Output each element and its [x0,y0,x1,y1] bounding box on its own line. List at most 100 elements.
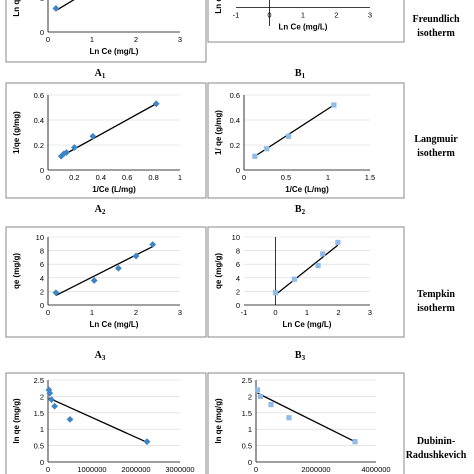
y-axis-title: 1/ qe (g/mg) [214,110,223,155]
isotherm-label-tempkin-line2: isotherm [417,303,455,314]
y-tick-label: 2 [40,287,44,296]
y-tick-label: 1 [40,0,44,2]
y-tick-label: 4 [40,274,44,283]
y-tick-label: 0.4 [230,116,240,125]
data-point [89,132,97,140]
y-tick-label: 2 [248,392,252,401]
y-axis-title: Ln qe [12,0,21,17]
data-point [71,144,78,151]
y-tick-label: 0.4 [34,116,44,125]
y-tick-label: 0 [40,166,44,175]
chart-panel-A4: 0 0.5 1 1.5 2 2.5 0 1000000 2000000 3000000 ln qe … [5,372,207,474]
x-tick-label: 1 [301,11,305,20]
data-point [252,153,258,159]
x-axis-title: 1/Ce (L/mg) [285,185,329,194]
y-axis-title: ln qe (mg/g) [12,398,21,444]
y-tick-label: 2.5 [34,376,44,385]
chart-panel-A1: 0 1 0 1 2 3 Ln qe Ln Ce (mg/L) [5,0,207,63]
isotherm-label-freundlich-line1: Freundlich [412,14,459,25]
y-tick-label: 2 [236,287,240,296]
x-tick-label: -1 [241,308,248,317]
chart-panel-A2: 0 0.2 0.4 0.6 0 0.2 0.4 0.6 0.8 1 1/qe (g/mg) 1/Ce … [5,82,207,199]
data-point [115,264,122,272]
panel-label-subscript: 3 [102,354,106,362]
x-axis-title: Ln Ce (mg/L) [279,23,328,32]
y-tick-label: 0.6 [230,91,240,100]
y-axis-title: qe (mg/g) [12,253,21,289]
x-tick-label: 3000000 [165,465,194,474]
data-point [52,289,60,297]
y-tick-label: 1.5 [34,409,44,418]
x-tick-label: 1.5 [365,173,375,182]
x-tick-label: 2000000 [121,465,150,474]
x-tick-label: 2 [336,308,340,317]
y-tick-label: 6 [40,260,44,269]
x-tick-label: 1000000 [77,465,106,474]
data-point [52,5,60,12]
data-point [149,241,157,248]
data-point [66,415,74,423]
data-point [352,439,358,445]
data-point [48,396,55,404]
data-point [90,277,98,284]
x-tick-label: 1 [90,35,94,44]
panel-frame [207,226,405,338]
y-tick-label: 1.5 [242,409,252,418]
y-tick-label: 6 [236,260,240,269]
isotherm-label-dr-line2: Radushkevich [406,450,467,461]
x-tick-label: 0 [242,173,246,182]
x-axis-title: Ln Ce (mg/L) [90,320,139,329]
x-tick-label: 0.5 [281,173,291,182]
y-tick-label: 0 [236,301,240,310]
x-tick-label: 1 [305,308,309,317]
y-axis-title: 1/qe (g/mg) [12,111,21,154]
y-tick-label: 0.2 [230,141,240,150]
x-tick-label: 2 [134,35,138,44]
panel-label-subscript: 2 [302,208,306,216]
data-point [315,262,321,269]
chart-panel-A3: 0 2 4 6 8 10 0 1 2 3 qe (mg/g) Ln Ce (mg/L) [5,226,207,338]
x-tick-label: 0.2 [69,173,79,182]
y-tick-label: 8 [236,247,240,256]
panel-frame [5,226,207,338]
x-axis-title: 1/Ce (L/mg) [92,185,136,194]
data-point [63,149,70,156]
data-point [132,252,140,260]
y-axis-title: ln qe (mg/g) [214,398,223,444]
y-tick-label: 10 [232,233,240,242]
x-tick-label: 1 [90,308,94,317]
y-axis-title: qe (mg/g) [214,253,223,289]
data-point [254,387,261,393]
panel-frame [207,82,405,199]
panel-label-B3: B3 [295,350,306,362]
data-point [268,402,274,408]
trendline [275,244,339,296]
x-tick-label: 2 [334,11,338,20]
y-tick-label: 0 [40,301,44,310]
y-tick-label: 0 [40,28,44,37]
data-point [143,438,151,446]
chart-panel-B2: 0 0.2 0.4 0.6 0 0.5 1 1.5 1/ qe (g/mg) 1/Ce (L/mg… [207,82,405,199]
data-point [285,133,292,139]
y-axis-title: Ln qe [214,0,223,14]
data-point [320,251,326,257]
panel-frame [207,372,405,474]
y-tick-label: 4 [236,274,240,283]
panel-label-B1: B1 [295,68,306,80]
isotherm-label-langmuir-line2: isotherm [417,148,455,159]
data-point [331,102,337,108]
x-tick-label: 0 [46,173,50,182]
x-tick-label: 3 [368,11,372,20]
panel-label-subscript: 1 [302,72,306,80]
x-axis-title: Ln Ce (mg/L) [90,47,139,56]
isotherm-label-langmuir-line1: Langmuir [414,134,458,145]
isotherm-label-tempkin-line1: Tempkin [417,289,455,300]
data-point [51,402,58,410]
y-tick-label: 0 [236,166,240,175]
data-point [272,290,279,296]
data-point [152,100,160,108]
y-tick-label: 2 [40,392,44,401]
data-point [257,393,264,399]
